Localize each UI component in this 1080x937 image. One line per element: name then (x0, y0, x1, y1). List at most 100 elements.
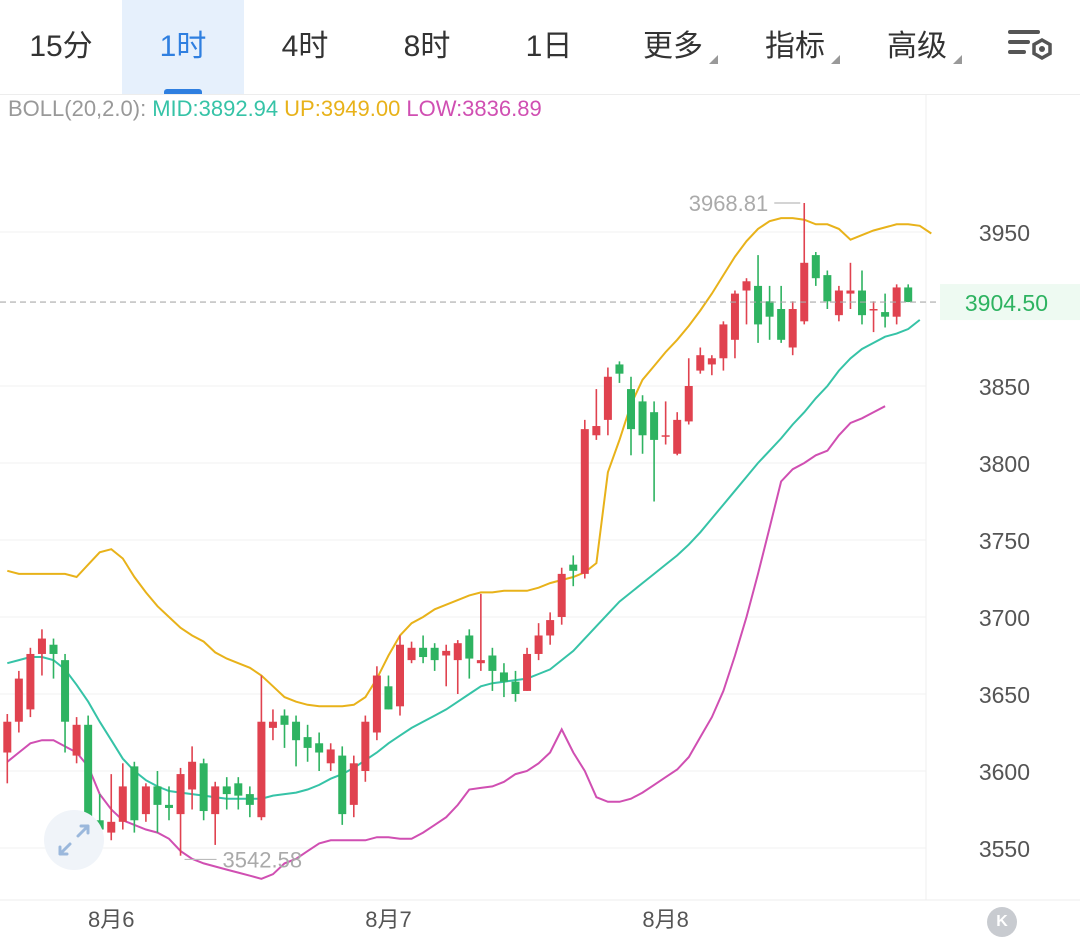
current-price-label: 3904.50 (965, 290, 1048, 316)
y-tick-label: 3550 (979, 836, 1030, 862)
k-line-logo-icon[interactable]: K (987, 907, 1017, 937)
candle-body (211, 786, 220, 815)
dropdown-triangle-icon (709, 55, 718, 64)
candle-body (141, 786, 150, 815)
tab-more[interactable]: 更多 (642, 0, 718, 94)
boll-lower-line (6, 405, 886, 880)
tab-4hour[interactable]: 4时 (281, 30, 329, 63)
candle-body (442, 650, 451, 656)
boll-mid-line (7, 319, 921, 800)
boll-name: BOLL(20,2.0): (8, 96, 147, 121)
current-price-box (940, 284, 1080, 321)
candle-body (650, 412, 659, 440)
candle-body (754, 285, 763, 325)
candle-body (788, 309, 797, 348)
candle-body (615, 364, 624, 374)
y-tick-label: 3600 (979, 759, 1030, 785)
candle-body (326, 749, 335, 764)
candle-body (37, 638, 46, 654)
boll-mid-value: MID:3892.94 (152, 96, 279, 121)
boll-up-value: UP:3949.00 (284, 96, 401, 121)
candle-body (349, 763, 358, 805)
candle-body (869, 309, 878, 311)
candle-body (638, 401, 647, 436)
candle-body (673, 419, 682, 454)
boll-low-value: LOW:3836.89 (406, 96, 542, 121)
candle-body (245, 794, 254, 805)
x-tick-label: 8月8 (642, 907, 688, 932)
candle-body (707, 358, 716, 365)
candle-body (534, 635, 543, 654)
tab-1day[interactable]: 1日 (525, 30, 573, 63)
dropdown-triangle-icon (953, 55, 962, 64)
candle-body (811, 255, 820, 279)
candle-body (107, 821, 116, 833)
candle-body (361, 721, 370, 771)
tab-advanced-label: 高级 (887, 30, 947, 63)
candle-body (592, 426, 601, 436)
candle-body (419, 647, 428, 658)
y-tick-label: 3950 (979, 220, 1030, 246)
candle-body (384, 686, 393, 710)
y-tick-label: 3650 (979, 682, 1030, 708)
x-tick-label: 8月7 (365, 907, 411, 932)
candle-body (858, 290, 866, 316)
candle-body (372, 675, 381, 733)
boll-upper-line (7, 217, 932, 708)
tab-indicators[interactable]: 指标 (764, 0, 840, 94)
candle-body (49, 644, 58, 654)
low-marker-label: 3542.58 (223, 847, 303, 872)
candle-body (904, 287, 913, 303)
candle-body (396, 644, 404, 707)
dropdown-triangle-icon (831, 55, 840, 64)
candle-body (292, 721, 301, 741)
candle-body (892, 287, 901, 317)
timeframe-tab-bar: 15分 1时 4时 8时 1日 更多 指标 高级 (0, 0, 1080, 95)
candle-body (881, 312, 890, 317)
chart-settings-icon[interactable] (1008, 26, 1054, 66)
candle-body (661, 435, 670, 437)
candle-body (26, 653, 35, 710)
candle-body (742, 281, 751, 291)
candle-body (165, 804, 173, 808)
candle-body (511, 681, 520, 694)
candle-body (800, 262, 809, 322)
candle-body (188, 761, 197, 790)
candle-body (523, 653, 532, 691)
candle-body (603, 376, 612, 420)
candle-body (476, 660, 485, 664)
candle-body (234, 783, 243, 796)
tab-more-label: 更多 (643, 30, 703, 63)
y-tick-label: 3700 (979, 605, 1030, 631)
candle-body (684, 386, 693, 422)
tab-1hour[interactable]: 1时 (122, 0, 244, 94)
candle-body (453, 643, 462, 661)
y-tick-label: 3850 (979, 374, 1030, 400)
candle-body (153, 786, 162, 805)
candle-body (407, 647, 416, 661)
candle-body (730, 293, 739, 340)
candle-body (465, 635, 474, 659)
candle-body (499, 672, 508, 682)
candle-body (61, 660, 70, 722)
expand-chart-button[interactable] (44, 810, 104, 870)
high-marker-label: 3968.81 (689, 191, 769, 216)
candle-body (268, 721, 277, 728)
candle-body (546, 620, 555, 636)
candle-body (222, 786, 231, 795)
tab-8hour[interactable]: 8时 (403, 30, 451, 63)
candle-body (130, 766, 139, 821)
candle-body (430, 647, 439, 661)
expand-arrows-icon (58, 824, 90, 856)
candle-body (488, 655, 497, 671)
tab-advanced[interactable]: 高级 (886, 0, 962, 94)
tab-indicators-label: 指标 (765, 30, 825, 63)
y-tick-label: 3750 (979, 528, 1030, 554)
candle-body (280, 715, 289, 725)
candle-body (557, 573, 566, 617)
candle-body (14, 678, 23, 722)
tab-15min[interactable]: 15分 (29, 30, 93, 63)
candle-body (696, 355, 705, 371)
candle-body (719, 324, 728, 359)
